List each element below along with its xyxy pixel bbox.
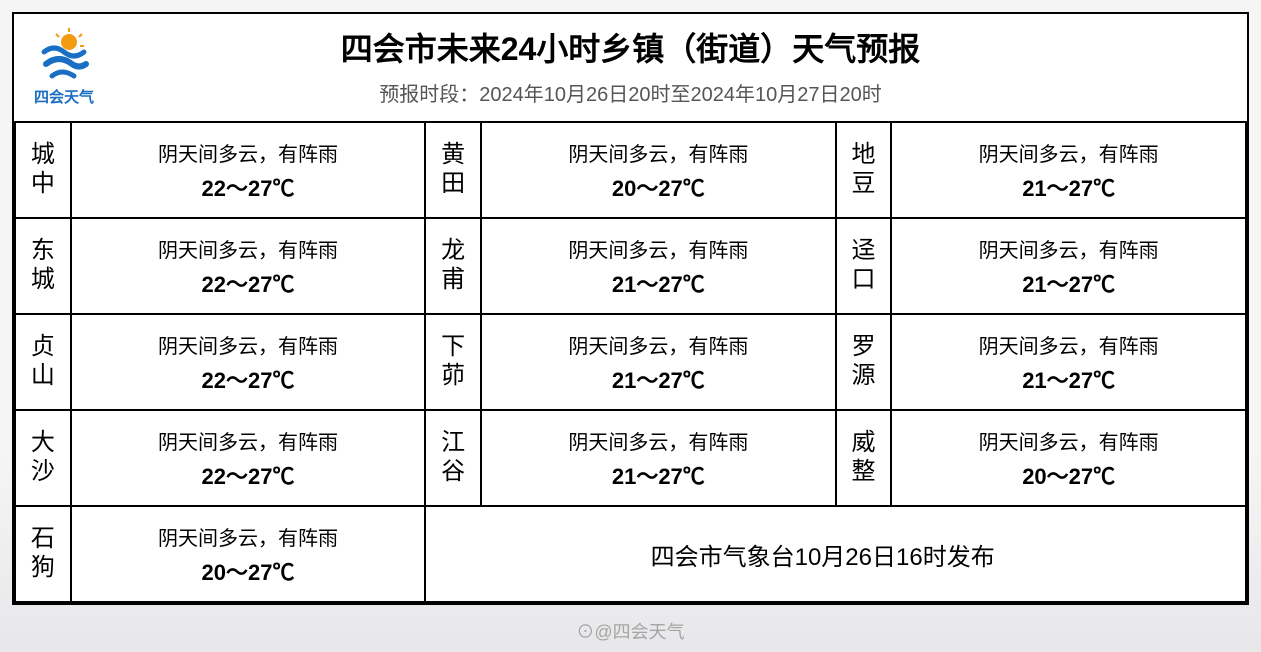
forecast-cell: 阴天间多云，有阵雨 22～27℃ [71,314,426,410]
forecast-cell: 阴天间多云，有阵雨 21～27℃ [891,218,1246,314]
weather-description: 阴天间多云，有阵雨 [896,330,1241,359]
forecast-cell: 阴天间多云，有阵雨 20～27℃ [481,122,836,218]
weather-description: 阴天间多云，有阵雨 [76,330,421,359]
forecast-container: 四会天气 四会市未来24小时乡镇（街道）天气预报 预报时段：2024年10月26… [12,12,1249,605]
forecast-cell: 阴天间多云，有阵雨 20～27℃ [71,506,426,602]
forecast-cell: 阴天间多云，有阵雨 21～27℃ [891,314,1246,410]
weather-description: 阴天间多云，有阵雨 [486,234,831,263]
forecast-period: 预报时段：2024年10月26日20时至2024年10月27日20时 [14,78,1247,107]
town-name-cell: 东城 [15,218,71,314]
temperature-range: 22～27℃ [76,171,421,203]
weather-description: 阴天间多云，有阵雨 [76,426,421,455]
temperature-range: 21～27℃ [896,363,1241,395]
weather-description: 阴天间多云，有阵雨 [486,426,831,455]
temperature-range: 22～27℃ [76,363,421,395]
temperature-range: 20～27℃ [896,459,1241,491]
temperature-range: 22～27℃ [76,459,421,491]
weather-description: 阴天间多云，有阵雨 [486,330,831,359]
weather-logo-icon [34,24,94,84]
temperature-range: 20～27℃ [486,171,831,203]
town-name-cell: 石狗 [15,506,71,602]
publisher-cell: 四会市气象台10月26日16时发布 [425,506,1246,602]
temperature-range: 21～27℃ [896,267,1241,299]
table-row: 大沙阴天间多云，有阵雨22～27℃江谷阴天间多云，有阵雨21～27℃威整阴天间多… [15,410,1246,506]
logo: 四会天气 [24,24,104,107]
weather-description: 阴天间多云，有阵雨 [896,138,1241,167]
forecast-cell: 阴天间多云，有阵雨 21～27℃ [481,314,836,410]
table-row: 贞山阴天间多云，有阵雨22～27℃下茆阴天间多云，有阵雨21～27℃罗源阴天间多… [15,314,1246,410]
table-row: 东城阴天间多云，有阵雨22～27℃龙甫阴天间多云，有阵雨21～27℃迳口阴天间多… [15,218,1246,314]
weather-description: 阴天间多云，有阵雨 [896,234,1241,263]
town-name-cell: 龙甫 [425,218,481,314]
watermark: ⊙@四会天气 [576,618,684,644]
weather-description: 阴天间多云，有阵雨 [76,234,421,263]
town-name-cell: 江谷 [425,410,481,506]
page-title: 四会市未来24小时乡镇（街道）天气预报 [14,24,1247,70]
town-name-cell: 大沙 [15,410,71,506]
table-row: 城中阴天间多云，有阵雨22～27℃黄田阴天间多云，有阵雨20～27℃地豆阴天间多… [15,122,1246,218]
temperature-range: 21～27℃ [486,267,831,299]
town-name-cell: 地豆 [836,122,892,218]
forecast-cell: 阴天间多云，有阵雨 21～27℃ [481,218,836,314]
town-name-cell: 威整 [836,410,892,506]
forecast-cell: 阴天间多云，有阵雨 21～27℃ [481,410,836,506]
temperature-range: 22～27℃ [76,267,421,299]
weather-description: 阴天间多云，有阵雨 [76,138,421,167]
weather-description: 阴天间多云，有阵雨 [486,138,831,167]
forecast-cell: 阴天间多云，有阵雨 22～27℃ [71,410,426,506]
temperature-range: 20～27℃ [76,555,421,587]
town-name-cell: 迳口 [836,218,892,314]
logo-text: 四会天气 [24,86,104,107]
header: 四会市未来24小时乡镇（街道）天气预报 预报时段：2024年10月26日20时至… [14,14,1247,121]
forecast-cell: 阴天间多云，有阵雨 21～27℃ [891,122,1246,218]
town-name-cell: 城中 [15,122,71,218]
town-name-cell: 黄田 [425,122,481,218]
forecast-cell: 阴天间多云，有阵雨 22～27℃ [71,218,426,314]
weather-description: 阴天间多云，有阵雨 [896,426,1241,455]
town-name-cell: 下茆 [425,314,481,410]
table-row: 石狗阴天间多云，有阵雨 20～27℃四会市气象台10月26日16时发布 [15,506,1246,602]
temperature-range: 21～27℃ [896,171,1241,203]
forecast-cell: 阴天间多云，有阵雨 22～27℃ [71,122,426,218]
town-name-cell: 贞山 [15,314,71,410]
weather-description: 阴天间多云，有阵雨 [76,522,421,551]
temperature-range: 21～27℃ [486,363,831,395]
forecast-table: 城中阴天间多云，有阵雨22～27℃黄田阴天间多云，有阵雨20～27℃地豆阴天间多… [14,121,1247,603]
forecast-cell: 阴天间多云，有阵雨 20～27℃ [891,410,1246,506]
town-name-cell: 罗源 [836,314,892,410]
temperature-range: 21～27℃ [486,459,831,491]
